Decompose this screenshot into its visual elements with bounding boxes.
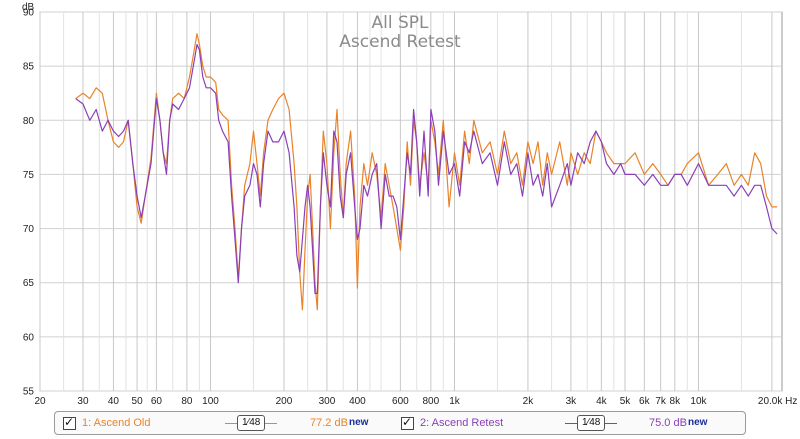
y-tick-label: 80 bbox=[23, 116, 35, 127]
x-tick-label: 5k bbox=[620, 396, 632, 407]
smoothing-value-ascend-old[interactable]: 1⁄48 bbox=[237, 415, 266, 431]
y-tick-label: 75 bbox=[23, 170, 35, 181]
x-tick-label: 7k bbox=[655, 396, 667, 407]
spl-chart: 55 60 65 70 75 80 85 90 20 30 40 50 60 80 100 200 300 40… bbox=[22, 2, 797, 407]
checkbox-ascend-retest[interactable] bbox=[401, 415, 414, 430]
y-tick-label: 70 bbox=[23, 224, 35, 235]
series-layer bbox=[75, 33, 778, 311]
x-tick-label: 2k bbox=[523, 396, 535, 407]
chart-subtitle: Ascend Retest bbox=[339, 32, 461, 52]
y-axis-label: dB bbox=[22, 2, 35, 13]
x-tick-label: 1k bbox=[449, 396, 461, 407]
checkbox-ascend-old[interactable] bbox=[63, 415, 76, 430]
y-axis: 55 60 65 70 75 80 85 90 bbox=[23, 8, 35, 398]
legend-label-ascend-retest: 2: Ascend Retest bbox=[420, 417, 504, 429]
x-tick-label: 20.0k Hz bbox=[758, 396, 797, 407]
x-tick-label: 30 bbox=[77, 396, 89, 407]
x-tick-label: 4k bbox=[596, 396, 608, 407]
series-line-ascend-retest bbox=[75, 43, 778, 295]
y-tick-label: 65 bbox=[23, 278, 35, 289]
legend-item-ascend-retest[interactable]: 2: Ascend Retest bbox=[401, 412, 503, 434]
grid bbox=[39, 11, 782, 392]
x-tick-label: 300 bbox=[319, 396, 336, 407]
chart-title: All SPL bbox=[372, 13, 430, 33]
x-tick-label: 20 bbox=[34, 396, 46, 407]
x-axis: 20 30 40 50 60 80 100 200 300 400 600 800 1k 2k 3k 4k 5k… bbox=[34, 396, 797, 407]
x-tick-label: 100 bbox=[202, 396, 219, 407]
y-tick-label: 90 bbox=[23, 8, 35, 19]
x-tick-label: 8k bbox=[670, 396, 682, 407]
plot-area bbox=[39, 11, 783, 392]
legend: 1: Ascend Old 1⁄48 77.2 dB new 2: Ascend… bbox=[54, 411, 746, 435]
level-ascend-retest: 75.0 dB bbox=[649, 417, 687, 429]
y-tick-label: 85 bbox=[23, 62, 35, 73]
y-tick-label: 60 bbox=[23, 332, 35, 343]
x-tick-label: 80 bbox=[181, 396, 193, 407]
y-tick-label: 55 bbox=[23, 387, 35, 398]
smoothing-control-ascend-old[interactable]: 1⁄48 bbox=[225, 415, 278, 431]
legend-label-ascend-old: 1: Ascend Old bbox=[82, 417, 151, 429]
x-tick-label: 10k bbox=[690, 396, 707, 407]
x-tick-label: 40 bbox=[108, 396, 120, 407]
smoothing-value-ascend-retest[interactable]: 1⁄48 bbox=[577, 415, 606, 431]
x-tick-label: 600 bbox=[392, 396, 409, 407]
smoothing-control-ascend-retest[interactable]: 1⁄48 bbox=[565, 415, 618, 431]
x-tick-label: 200 bbox=[276, 396, 293, 407]
new-tag-ascend-old: new bbox=[349, 417, 369, 428]
x-tick-label: 60 bbox=[151, 396, 163, 407]
x-tick-label: 400 bbox=[349, 396, 366, 407]
level-ascend-old: 77.2 dB bbox=[310, 417, 348, 429]
x-tick-label: 50 bbox=[132, 396, 144, 407]
x-tick-label: 800 bbox=[423, 396, 440, 407]
new-tag-ascend-retest: new bbox=[688, 417, 708, 428]
x-tick-label: 6k bbox=[639, 396, 651, 407]
x-tick-label: 3k bbox=[566, 396, 578, 407]
legend-item-ascend-old[interactable]: 1: Ascend Old bbox=[63, 412, 151, 434]
